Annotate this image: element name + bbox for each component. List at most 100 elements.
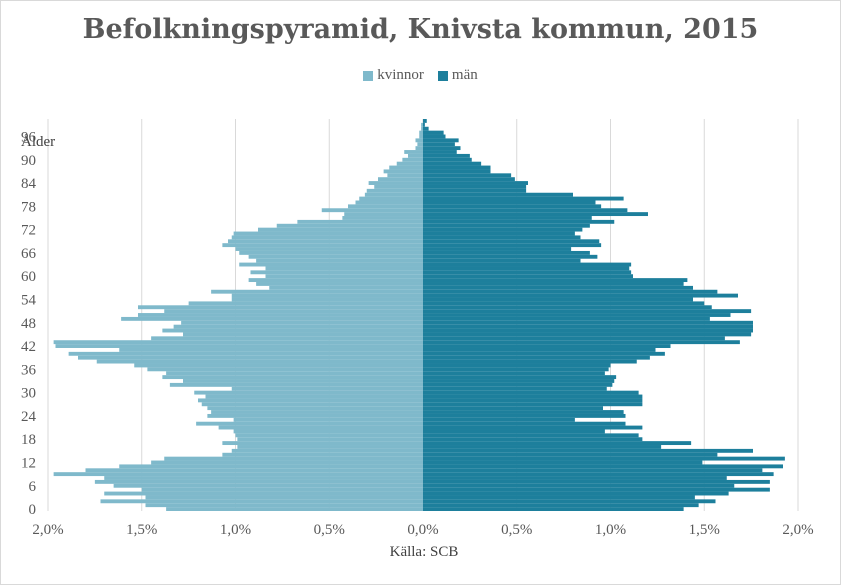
bar-man-40 <box>423 351 665 356</box>
bar-kvinnor-71 <box>233 231 423 236</box>
bar-man-36 <box>423 367 609 372</box>
bar-kvinnor-16 <box>237 445 423 449</box>
bar-kvinnor-67 <box>235 247 423 251</box>
bar-man-17 <box>423 441 692 446</box>
bar-man-4 <box>423 491 729 496</box>
bar-man-97 <box>423 130 444 135</box>
bar-man-70 <box>423 235 581 240</box>
bar-kvinnor-97 <box>419 130 423 135</box>
bar-man-28 <box>423 398 643 403</box>
x-tick-label-3: 0,5% <box>314 522 345 538</box>
bar-kvinnor-13 <box>164 456 423 461</box>
bar-kvinnor-53 <box>188 301 423 306</box>
bar-kvinnor-70 <box>231 235 423 240</box>
bar-kvinnor-22 <box>196 421 423 426</box>
bar-kvinnor-25 <box>211 410 423 414</box>
bar-man-6 <box>423 483 735 488</box>
y-tick-labels: 0 6 12 18 24 30 36 42 48 54 60 66 72 78 84 90 96 <box>21 129 37 518</box>
bar-man-50 <box>423 313 731 317</box>
bar-man-99 <box>423 122 425 127</box>
bar-kvinnor-80 <box>359 196 423 201</box>
bar-kvinnor-18 <box>237 437 423 442</box>
y-tick-label-4: 24 <box>21 409 37 425</box>
bar-kvinnor-54 <box>231 297 423 302</box>
y-tick-label-13: 78 <box>21 199 36 215</box>
bar-kvinnor-8 <box>104 476 423 480</box>
y-tick-label-14: 84 <box>21 176 37 192</box>
x-tick-label-2: 1,0% <box>220 522 251 538</box>
bar-man-62 <box>423 266 630 271</box>
bar-kvinnor-69 <box>228 239 423 244</box>
bar-man-11 <box>423 464 783 469</box>
bar-man-79 <box>423 200 596 205</box>
bar-man-63 <box>423 262 632 267</box>
bar-kvinnor-35 <box>166 371 423 376</box>
bar-man-57 <box>423 285 693 290</box>
bar-kvinnor-0 <box>166 507 423 511</box>
x-tick-label-1: 1,5% <box>126 522 157 538</box>
bar-man-86 <box>423 173 512 178</box>
bar-man-60 <box>423 274 633 279</box>
bar-kvinnor-57 <box>269 285 423 290</box>
bar-man-24 <box>423 413 626 418</box>
bar-man-61 <box>423 270 632 275</box>
x-tick-label-5: 0,5% <box>501 522 532 538</box>
bar-man-96 <box>423 134 446 139</box>
legend-swatch-man <box>437 70 448 81</box>
bar-man-90 <box>423 157 472 162</box>
bar-kvinnor-17 <box>222 441 423 446</box>
y-tick-label-15: 90 <box>21 153 36 169</box>
bar-kvinnor-40 <box>68 351 423 356</box>
bar-man-12 <box>423 460 703 465</box>
bar-man-55 <box>423 293 738 298</box>
bar-man-3 <box>423 495 695 500</box>
bar-man-93 <box>423 146 461 151</box>
bar-man-46 <box>423 328 753 333</box>
bar-man-30 <box>423 390 639 395</box>
bar-kvinnor-61 <box>250 270 423 275</box>
bar-kvinnor-5 <box>141 487 423 492</box>
bar-kvinnor-64 <box>256 258 423 263</box>
legend-item-kvinnor: kvinnor <box>363 67 424 84</box>
bar-kvinnor-4 <box>104 491 423 496</box>
bar-man-35 <box>423 371 605 376</box>
bar-man-71 <box>423 231 575 236</box>
bar-man-67 <box>423 247 572 251</box>
bar-kvinnor-7 <box>94 479 423 484</box>
bar-kvinnor-14 <box>222 452 423 457</box>
y-tick-label-5: 30 <box>21 386 36 402</box>
bar-man-82 <box>423 188 527 193</box>
bar-kvinnor-2 <box>100 499 423 504</box>
bar-kvinnor-94 <box>417 142 423 147</box>
bar-man-88 <box>423 165 491 170</box>
bar-man-65 <box>423 254 598 259</box>
bar-man-43 <box>423 340 740 345</box>
bar-man-8 <box>423 476 727 480</box>
bar-kvinnor-83 <box>374 184 423 189</box>
bar-man-37 <box>423 363 611 368</box>
bar-kvinnor-89 <box>396 161 423 166</box>
bar-kvinnor-50 <box>138 313 423 317</box>
bar-man-54 <box>423 297 693 302</box>
bar-man-15 <box>423 448 753 453</box>
bar-man-14 <box>423 452 718 457</box>
bar-kvinnor-90 <box>402 157 423 162</box>
bar-man-10 <box>423 468 763 473</box>
bar-man-80 <box>423 196 624 201</box>
bar-man-39 <box>423 355 650 360</box>
bar-man-18 <box>423 437 643 442</box>
bar-man-95 <box>423 138 459 143</box>
y-tick-label-3: 18 <box>21 432 36 448</box>
legend-item-man: män <box>437 67 478 84</box>
bar-man-92 <box>423 150 457 154</box>
bar-man-44 <box>423 336 725 341</box>
bar-man-25 <box>423 410 624 414</box>
bar-kvinnor-91 <box>408 153 423 158</box>
bar-man-20 <box>423 429 605 434</box>
bar-man-38 <box>423 359 637 364</box>
bar-kvinnor-79 <box>355 200 423 205</box>
bar-man-34 <box>423 375 617 380</box>
bar-man-81 <box>423 192 573 197</box>
bar-kvinnor-51 <box>164 309 423 314</box>
bar-kvinnor-1 <box>145 503 423 508</box>
